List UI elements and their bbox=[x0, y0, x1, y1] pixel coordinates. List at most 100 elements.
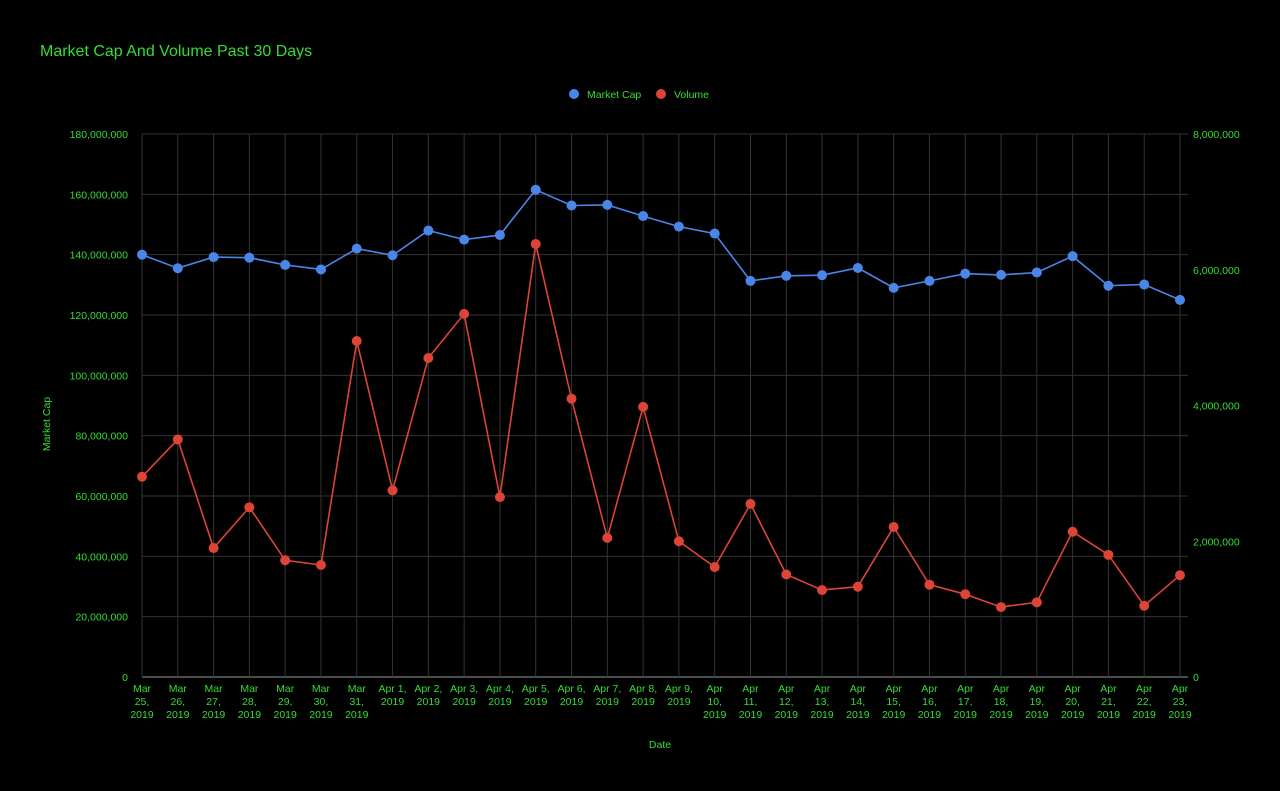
data-point[interactable] bbox=[602, 199, 613, 210]
data-point[interactable] bbox=[423, 225, 434, 236]
data-point[interactable] bbox=[745, 498, 756, 509]
data-point[interactable] bbox=[566, 200, 577, 211]
data-point[interactable] bbox=[137, 471, 147, 482]
data-point[interactable] bbox=[709, 562, 720, 573]
data-point[interactable] bbox=[1139, 600, 1150, 611]
data-point[interactable] bbox=[172, 434, 183, 445]
data-point[interactable] bbox=[1067, 251, 1078, 262]
legend-item[interactable]: Market Cap bbox=[569, 89, 641, 101]
data-point[interactable] bbox=[1103, 549, 1114, 560]
data-point[interactable] bbox=[924, 579, 935, 590]
x-tick-label: Apr 3, 2019 bbox=[450, 683, 478, 708]
x-tick-line: 2019 bbox=[309, 709, 333, 721]
data-point[interactable] bbox=[781, 270, 792, 281]
data-point[interactable] bbox=[781, 569, 792, 580]
data-point[interactable] bbox=[530, 184, 541, 195]
data-point[interactable] bbox=[315, 560, 326, 571]
x-tick-line: Apr 8, bbox=[629, 683, 657, 695]
data-point[interactable] bbox=[817, 270, 828, 281]
data-point[interactable] bbox=[208, 543, 219, 554]
x-tick-label: Mar 26, 2019 bbox=[166, 683, 190, 721]
y-tick-label: 60,000,000 bbox=[75, 491, 128, 503]
right-axis-ticks: 0 2,000,000 4,000,000 6,000,000 8,000,000 bbox=[1193, 129, 1240, 684]
data-point[interactable] bbox=[638, 211, 649, 222]
x-tick-line: 2019 bbox=[1133, 709, 1157, 721]
data-point[interactable] bbox=[1031, 597, 1042, 608]
data-point[interactable] bbox=[745, 275, 756, 286]
data-point[interactable] bbox=[1103, 280, 1114, 291]
x-tick-label: Apr 7, 2019 bbox=[593, 683, 621, 708]
data-point[interactable] bbox=[566, 393, 577, 404]
data-point[interactable] bbox=[459, 308, 470, 319]
x-axis-label: Date bbox=[649, 739, 671, 751]
x-tick-line: Apr 6, bbox=[558, 683, 586, 695]
data-point[interactable] bbox=[530, 238, 541, 249]
data-point[interactable] bbox=[1067, 526, 1078, 537]
x-tick-label: Apr 18, 2019 bbox=[989, 683, 1013, 721]
x-tick-line: 14, bbox=[851, 696, 866, 708]
grid-lines bbox=[141, 133, 1188, 678]
x-tick-line: 25, bbox=[135, 696, 150, 708]
y-tick-label: 40,000,000 bbox=[75, 551, 128, 563]
data-point[interactable] bbox=[494, 492, 505, 503]
data-point[interactable] bbox=[172, 263, 183, 274]
data-point[interactable] bbox=[602, 532, 613, 543]
data-point[interactable] bbox=[387, 250, 398, 261]
x-tick-label: Apr 11, 2019 bbox=[739, 683, 763, 721]
data-point[interactable] bbox=[673, 221, 684, 232]
x-tick-line: 12, bbox=[779, 696, 794, 708]
data-point[interactable] bbox=[996, 269, 1007, 280]
x-tick-line: Apr 2, bbox=[414, 683, 442, 695]
x-tick-line: Mar bbox=[169, 683, 188, 695]
data-point[interactable] bbox=[351, 336, 362, 347]
x-tick-label: Mar 30, 2019 bbox=[309, 683, 333, 721]
x-tick-line: 20, bbox=[1065, 696, 1080, 708]
data-point[interactable] bbox=[1175, 294, 1185, 305]
x-tick-line: Apr bbox=[1029, 683, 1046, 695]
x-tick-line: Apr 5, bbox=[522, 683, 550, 695]
data-point[interactable] bbox=[817, 585, 828, 596]
data-point[interactable] bbox=[709, 228, 720, 239]
data-point[interactable] bbox=[494, 230, 505, 241]
data-point[interactable] bbox=[673, 536, 684, 547]
data-point[interactable] bbox=[137, 249, 147, 260]
x-tick-line: Apr bbox=[778, 683, 795, 695]
data-point[interactable] bbox=[244, 502, 255, 513]
series-line bbox=[141, 188, 1181, 301]
data-point[interactable] bbox=[852, 262, 863, 273]
y-tick-label: 80,000,000 bbox=[75, 431, 128, 443]
data-point[interactable] bbox=[1031, 267, 1042, 278]
data-point[interactable] bbox=[387, 485, 398, 496]
data-point[interactable] bbox=[280, 555, 291, 566]
legend-item[interactable]: Volume bbox=[656, 89, 709, 101]
x-tick-line: 2019 bbox=[775, 709, 799, 721]
data-point[interactable] bbox=[1175, 570, 1185, 581]
x-tick-label: Mar 27, 2019 bbox=[202, 683, 226, 721]
data-point[interactable] bbox=[852, 581, 863, 592]
data-point[interactable] bbox=[960, 268, 971, 279]
x-tick-line: Mar bbox=[240, 683, 259, 695]
data-point[interactable] bbox=[888, 282, 899, 293]
data-point[interactable] bbox=[1139, 279, 1150, 290]
x-tick-line: 2019 bbox=[954, 709, 978, 721]
x-tick-line: Apr bbox=[742, 683, 759, 695]
x-tick-line: 2019 bbox=[273, 709, 297, 721]
data-point[interactable] bbox=[924, 275, 935, 286]
y-tick-label: 100,000,000 bbox=[70, 370, 129, 382]
data-point[interactable] bbox=[208, 252, 219, 263]
data-point[interactable] bbox=[960, 589, 971, 600]
data-point[interactable] bbox=[315, 264, 326, 275]
data-point[interactable] bbox=[351, 243, 362, 254]
data-point[interactable] bbox=[888, 521, 899, 532]
y-tick-label: 0 bbox=[122, 672, 128, 684]
x-tick-line: 31, bbox=[349, 696, 364, 708]
data-point[interactable] bbox=[638, 401, 649, 412]
x-tick-line: 22, bbox=[1137, 696, 1152, 708]
data-point[interactable] bbox=[423, 352, 434, 363]
x-tick-line: 13, bbox=[815, 696, 830, 708]
data-point[interactable] bbox=[244, 252, 255, 263]
data-point[interactable] bbox=[996, 602, 1007, 613]
data-point[interactable] bbox=[280, 259, 291, 270]
data-point[interactable] bbox=[459, 234, 470, 245]
